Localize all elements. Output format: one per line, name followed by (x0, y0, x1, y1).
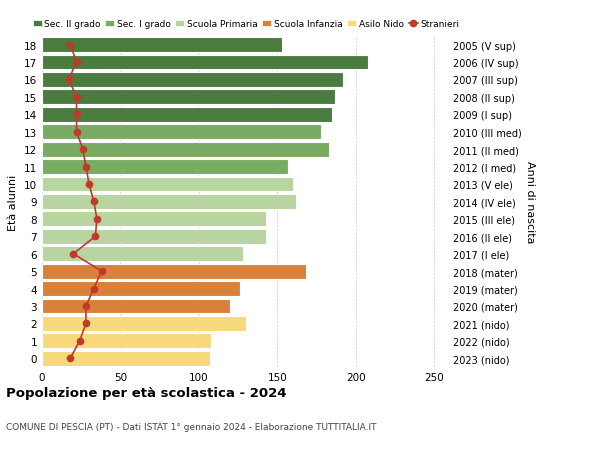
Bar (42, 73, 343, 88)
Bar (42, 177, 293, 192)
Bar (42, 230, 266, 244)
Bar (42, 316, 246, 331)
Bar (42, 56, 368, 70)
Y-axis label: Età alunni: Età alunni (8, 174, 19, 230)
Bar (42, 90, 335, 105)
Bar (42, 212, 266, 227)
Bar (42, 107, 332, 123)
Bar (42, 247, 243, 262)
Bar (42, 142, 329, 157)
Bar (42, 125, 322, 140)
Bar (42, 264, 305, 279)
Bar (42, 38, 282, 53)
Text: Popolazione per età scolastica - 2024: Popolazione per età scolastica - 2024 (6, 386, 287, 399)
Legend: Sec. II grado, Sec. I grado, Scuola Primaria, Scuola Infanzia, Asilo Nido, Stran: Sec. II grado, Sec. I grado, Scuola Prim… (32, 20, 460, 29)
Bar (42, 195, 296, 209)
Bar (42, 281, 240, 297)
Y-axis label: Anni di nascita: Anni di nascita (526, 161, 535, 243)
Bar (42, 299, 230, 313)
Bar (42, 334, 211, 348)
Bar (42, 160, 289, 174)
Bar (42, 351, 210, 366)
Text: COMUNE DI PESCIA (PT) - Dati ISTAT 1° gennaio 2024 - Elaborazione TUTTITALIA.IT: COMUNE DI PESCIA (PT) - Dati ISTAT 1° ge… (6, 422, 377, 431)
